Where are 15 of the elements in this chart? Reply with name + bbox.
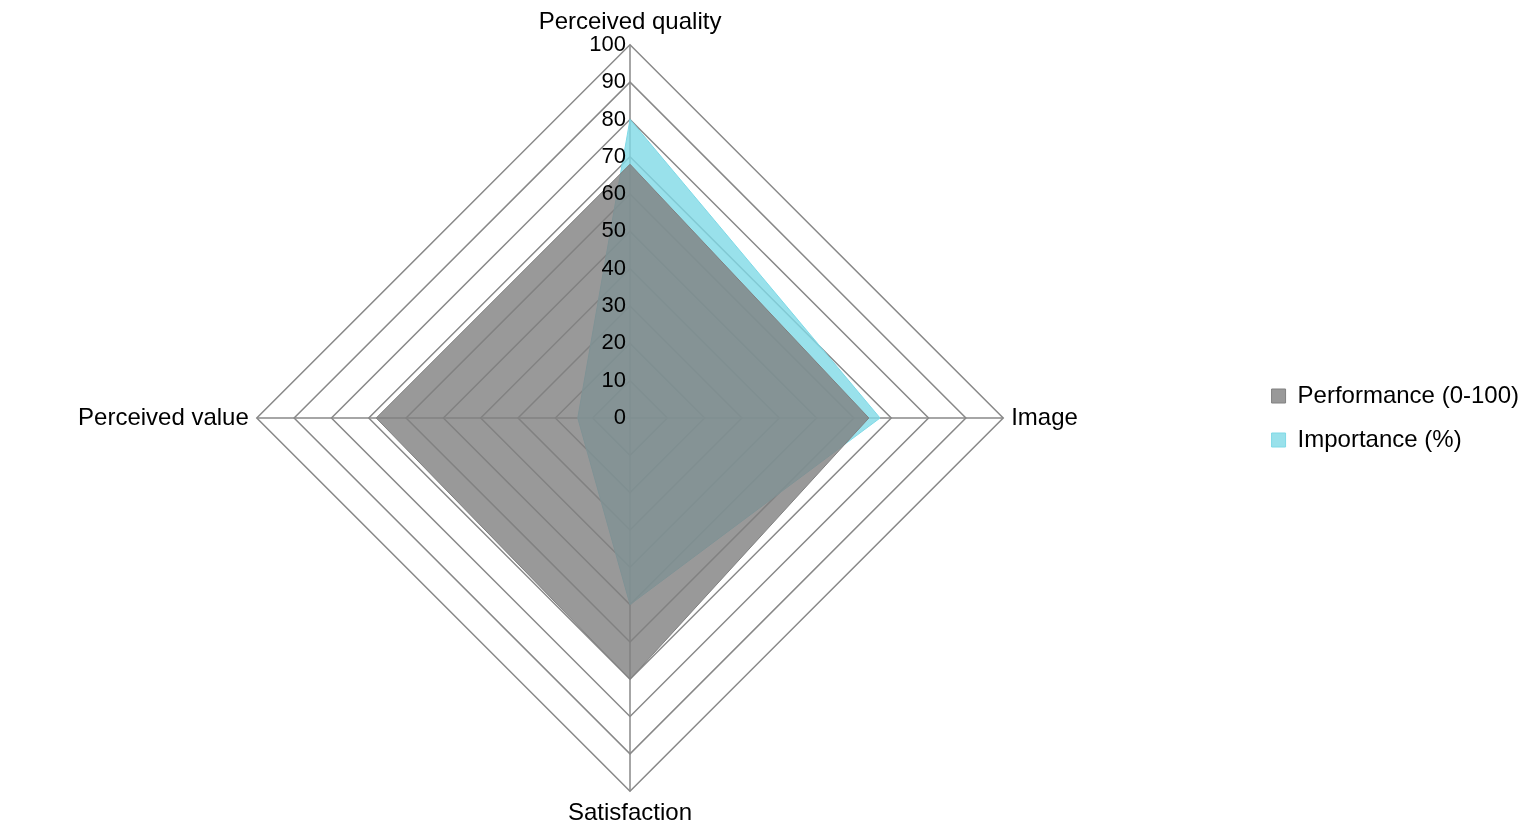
y-tick-label: 50 — [601, 217, 626, 243]
y-tick-label: 40 — [601, 254, 626, 280]
y-tick-label: 10 — [601, 366, 626, 392]
spoke-label: Satisfaction — [567, 798, 693, 826]
y-tick-label: 80 — [601, 105, 626, 131]
spoke-label: Image — [1011, 402, 1078, 430]
spoke-label: Perceived value — [78, 402, 249, 430]
y-tick-label: 90 — [601, 68, 626, 94]
y-tick-label: 20 — [601, 329, 626, 355]
y-tick-label: 0 — [613, 404, 626, 430]
legend-label: Importance (%) — [1297, 424, 1462, 452]
legend-label: Performance (0-100) — [1297, 380, 1520, 408]
y-tick-label: 60 — [601, 180, 626, 206]
y-tick-label: 30 — [601, 292, 626, 318]
y-tick-label: 70 — [601, 142, 626, 168]
